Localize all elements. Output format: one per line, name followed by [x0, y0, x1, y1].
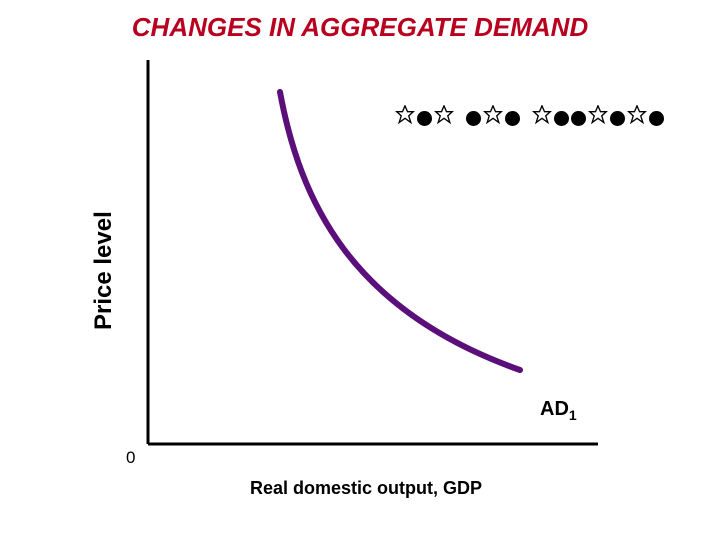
chart-stage: CHANGES IN AGGREGATE DEMAND Price level … — [0, 0, 720, 540]
decorative-glyph-row — [394, 104, 665, 131]
x-axis-label: Real domestic output, GDP — [250, 478, 482, 499]
y-axis-label: Price level — [90, 211, 118, 330]
curve-label-sub: 1 — [569, 407, 577, 423]
curve-label-ad1: AD1 — [540, 398, 577, 423]
origin-label: 0 — [126, 448, 135, 468]
ad-curve — [280, 92, 520, 370]
curve-label-main: AD — [540, 398, 569, 420]
